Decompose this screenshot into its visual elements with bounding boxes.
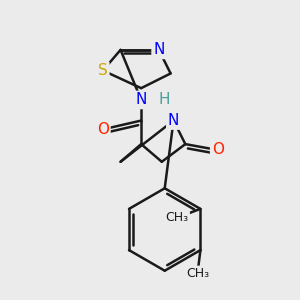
Text: N: N xyxy=(168,113,179,128)
Text: O: O xyxy=(97,122,109,137)
Text: N: N xyxy=(136,92,147,107)
Text: H: H xyxy=(159,92,170,107)
Text: S: S xyxy=(98,63,108,78)
Text: CH₃: CH₃ xyxy=(186,267,209,280)
Text: CH₃: CH₃ xyxy=(165,211,188,224)
Text: O: O xyxy=(212,142,224,158)
Text: N: N xyxy=(153,42,164,57)
